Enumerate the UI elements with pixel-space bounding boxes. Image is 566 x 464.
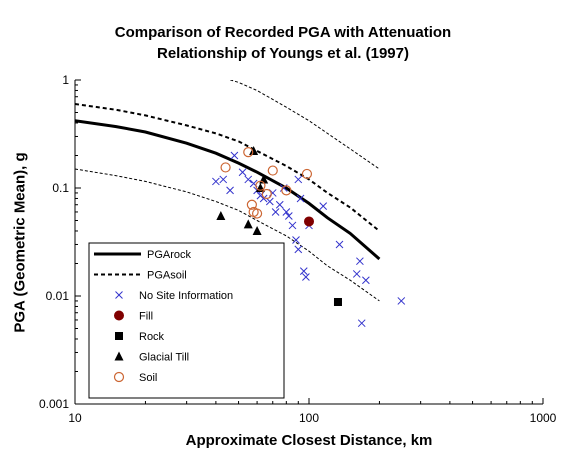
- point-no-site-information: [212, 177, 220, 186]
- legend-label-no-site-information: No Site Information: [139, 290, 233, 302]
- point-no-site-information: [292, 236, 300, 244]
- y-axis-label: PGA (Geometric Mean), g: [11, 152, 29, 333]
- point-glacial-till: [249, 146, 259, 156]
- legend-label-pgarock: PGArock: [147, 249, 192, 261]
- point-no-site-information: [302, 273, 310, 281]
- point-no-site-information: [282, 208, 291, 216]
- point-no-site-information: [288, 221, 297, 230]
- point-glacial-till: [216, 211, 226, 221]
- point-no-site-information: [352, 270, 361, 278]
- point-no-site-information: [356, 257, 364, 266]
- point-no-site-information: [299, 267, 308, 275]
- point-soil: [261, 188, 272, 200]
- chart-title-line1: Comparison of Recorded PGA with Attenuat…: [114, 24, 452, 41]
- point-no-site-information: [362, 276, 370, 285]
- x-tick-label: 100: [299, 411, 319, 425]
- point-no-site-information: [259, 194, 268, 203]
- y-tick-label: 0.1: [52, 181, 69, 195]
- legend-swatch-no-site-information: [115, 291, 123, 299]
- legend-swatch-soil: [113, 371, 125, 383]
- point-no-site-information: [219, 175, 228, 184]
- legend-label-glacial-till: Glacial Till: [139, 352, 189, 364]
- legend-label-pgasoil: PGAsoil: [147, 270, 187, 282]
- point-glacial-till: [243, 219, 253, 229]
- legend-swatch-fill: [114, 310, 124, 321]
- point-no-site-information: [294, 175, 303, 184]
- legend-swatch-glacial-till: [114, 351, 124, 361]
- point-no-site-information: [271, 208, 280, 216]
- curve-bound-2: [75, 168, 380, 302]
- point-no-site-information: [319, 202, 328, 210]
- curve-pgarock: [75, 119, 381, 261]
- point-no-site-information: [275, 200, 284, 209]
- legend-swatch-rock: [115, 332, 123, 340]
- point-soil: [301, 168, 313, 180]
- point-no-site-information: [357, 319, 366, 328]
- point-no-site-information: [296, 194, 305, 203]
- y-tick-label: 1: [62, 73, 69, 87]
- point-soil: [246, 199, 257, 210]
- point-soil: [281, 185, 292, 196]
- curve-pgasoil: [75, 103, 381, 232]
- point-no-site-information: [397, 297, 406, 305]
- point-no-site-information: [335, 240, 344, 249]
- point-no-site-information: [244, 175, 253, 184]
- point-soil: [220, 162, 231, 173]
- point-fill: [304, 216, 314, 227]
- legend-label-fill: Fill: [139, 311, 153, 323]
- legend-label-rock: Rock: [139, 331, 165, 343]
- point-soil: [255, 180, 266, 191]
- legend-box: [88, 242, 285, 399]
- legend-label-soil: Soil: [139, 372, 157, 384]
- x-tick-label: 10: [68, 411, 82, 425]
- point-no-site-information: [284, 212, 293, 220]
- chart-title-line2: Relationship of Youngs et al. (1997): [157, 45, 409, 62]
- point-no-site-information: [294, 245, 303, 254]
- y-tick-label: 0.01: [46, 289, 70, 303]
- curve-bound-3: [228, 80, 380, 170]
- x-axis-label: Approximate Closest Distance, km: [185, 432, 433, 449]
- point-glacial-till: [252, 225, 262, 235]
- point-soil: [243, 146, 254, 158]
- point-no-site-information: [230, 151, 239, 160]
- x-tick-label: 1000: [530, 411, 557, 425]
- point-no-site-information: [265, 197, 274, 206]
- point-no-site-information: [226, 186, 234, 195]
- point-rock: [333, 297, 342, 306]
- point-no-site-information: [238, 168, 247, 177]
- y-tick-label: 0.001: [39, 397, 69, 411]
- point-soil: [267, 165, 278, 176]
- point-soil: [251, 208, 263, 219]
